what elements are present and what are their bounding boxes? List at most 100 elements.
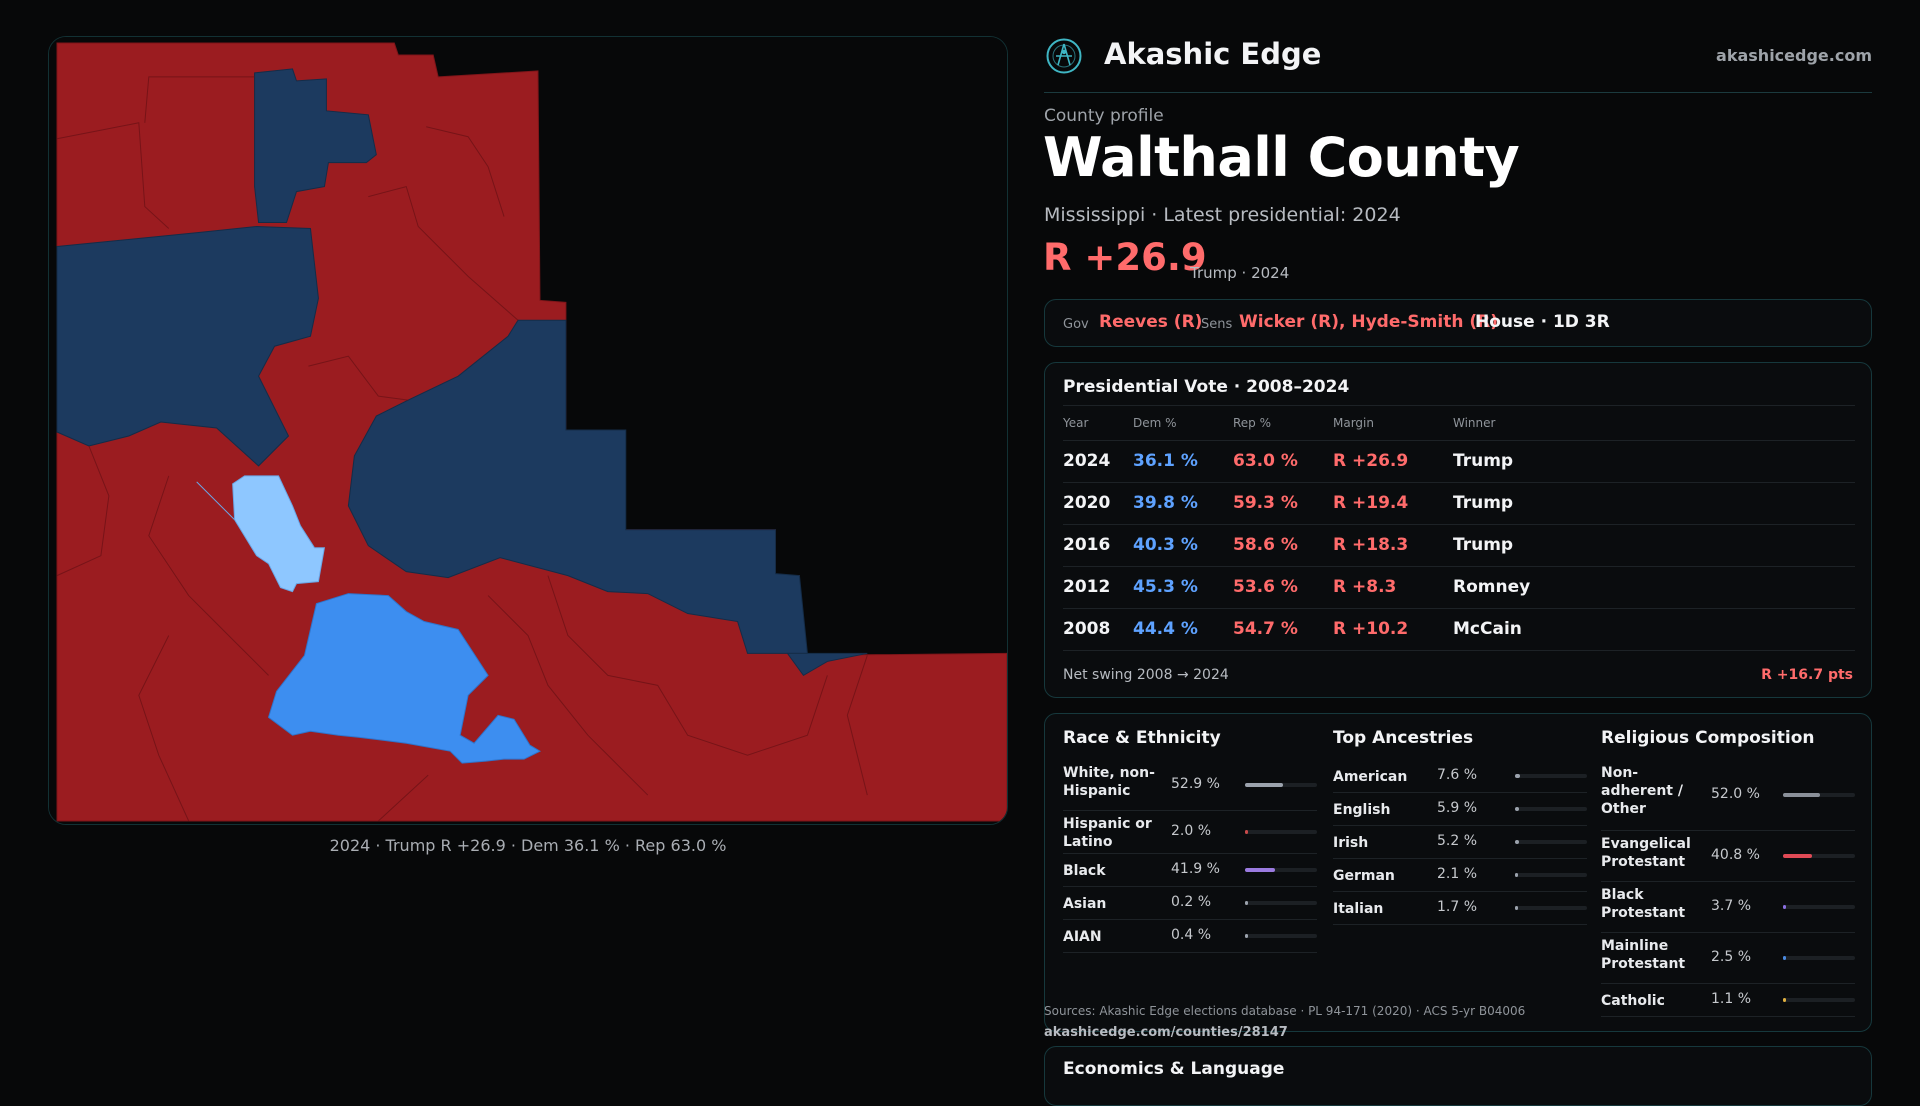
site-header: Akashic Edge akashicedge.com — [1044, 34, 1872, 93]
religion-item-bar — [1783, 854, 1855, 858]
map-caption: 2024 · Trump R +26.9 · Dem 36.1 % · Rep … — [329, 836, 727, 855]
table-row[interactable]: 2008 44.4 % 54.7 % R +10.2 McCain — [1063, 609, 1855, 651]
table-row[interactable]: 2012 45.3 % 53.6 % R +8.3 Romney — [1063, 567, 1855, 609]
ancestry-item-name: English — [1333, 802, 1391, 818]
sens-label: Sens — [1201, 317, 1233, 332]
brand-domain[interactable]: akashicedge.com — [1716, 46, 1872, 65]
brand-name[interactable]: Akashic Edge — [1104, 37, 1322, 71]
atom-compass-icon[interactable] — [1046, 38, 1082, 74]
race-title: Race & Ethnicity — [1063, 728, 1221, 748]
ancestry-item-bar-fill — [1515, 840, 1519, 844]
table-row[interactable]: 2024 36.1 % 63.0 % R +26.9 Trump — [1063, 441, 1855, 483]
religion-title: Religious Composition — [1601, 728, 1815, 748]
sources-text: Sources: Akashic Edge elections database… — [1044, 1004, 1526, 1018]
ancestry-item-pct: 1.7 % — [1437, 899, 1478, 915]
precinct-map-svg[interactable] — [49, 37, 1007, 824]
race-item-name: White, non-Hispanic — [1063, 765, 1155, 799]
ancestry-item-bar-fill — [1515, 906, 1518, 910]
ancestry-item: Irish 5.2 % — [1333, 826, 1587, 859]
row-winner: McCain — [1453, 619, 1522, 639]
religion-item-bar-fill — [1783, 956, 1786, 960]
ancestry-item-bar-fill — [1515, 873, 1518, 877]
row-year: 2020 — [1063, 493, 1111, 513]
religion-item-pct: 3.7 % — [1711, 898, 1752, 914]
ancestry-item-pct: 5.2 % — [1437, 833, 1478, 849]
ancestry-item-bar — [1515, 840, 1587, 844]
ancestry-item-bar — [1515, 774, 1587, 778]
race-item-bar — [1245, 830, 1317, 834]
presidential-card: Presidential Vote · 2008–2024 Year Dem %… — [1044, 362, 1872, 698]
table-row[interactable]: 2016 40.3 % 58.6 % R +18.3 Trump — [1063, 525, 1855, 567]
headline-margin: R +26.9 — [1043, 236, 1207, 279]
race-item-bar-fill — [1245, 901, 1248, 905]
row-dem: 39.8 % — [1133, 493, 1198, 513]
religion-item: Evangelical Protestant 40.8 % — [1601, 831, 1855, 882]
religion-item-name: Black Protestant — [1601, 887, 1686, 921]
ancestry-item-pct: 5.9 % — [1437, 800, 1478, 816]
ancestry-item-bar-fill — [1515, 807, 1520, 811]
page-eyebrow: County profile — [1044, 106, 1164, 126]
precinct-dem-lean-center[interactable] — [347, 319, 808, 654]
religion-item: Black Protestant 3.7 % — [1601, 882, 1855, 933]
race-item-bar — [1245, 934, 1317, 938]
ancestry-item-name: Italian — [1333, 901, 1384, 917]
religion-column: Religious Composition Non-adherent / Oth… — [1601, 728, 1855, 1017]
col-year: Year — [1063, 416, 1089, 430]
precinct-dem-mid[interactable] — [267, 593, 542, 764]
gov-value: Reeves (R) — [1099, 312, 1203, 332]
demographics-card: Race & Ethnicity White, non-Hispanic 52.9… — [1044, 713, 1872, 1032]
page-subtitle: Mississippi · Latest presidential: 2024 — [1044, 204, 1401, 226]
col-winner: Winner — [1453, 416, 1496, 430]
race-item-name: Black — [1063, 863, 1106, 879]
ancestry-title: Top Ancestries — [1333, 728, 1474, 748]
race-item-bar-fill — [1245, 868, 1276, 872]
religion-item-bar-fill — [1783, 905, 1786, 909]
row-dem: 44.4 % — [1133, 619, 1198, 639]
page-title: Walthall County — [1043, 126, 1520, 189]
presidential-table: Year Dem % Rep % Margin Winner 2024 36.1… — [1063, 405, 1855, 651]
religion-item-pct: 2.5 % — [1711, 949, 1752, 965]
precinct-boundaries — [56, 76, 868, 822]
race-item-name: Hispanic or Latino — [1063, 816, 1152, 850]
race-item-pct: 2.0 % — [1171, 823, 1212, 839]
precinct-dem-lean-east[interactable] — [786, 652, 868, 677]
row-margin: R +8.3 — [1333, 577, 1397, 597]
religion-item-name: Mainline Protestant — [1601, 938, 1686, 972]
row-year: 2016 — [1063, 535, 1111, 555]
religion-item-bar — [1783, 998, 1855, 1002]
race-item-bar-fill — [1245, 830, 1248, 834]
religion-item-pct: 1.1 % — [1711, 991, 1752, 1007]
ancestry-item-name: German — [1333, 868, 1395, 884]
race-item-name: Asian — [1063, 896, 1107, 912]
religion-item-bar — [1783, 956, 1855, 960]
race-item-name: AIAN — [1063, 929, 1102, 945]
row-margin: R +10.2 — [1333, 619, 1409, 639]
ancestry-item-name: Irish — [1333, 835, 1369, 851]
religion-item-bar — [1783, 793, 1855, 797]
row-rep: 58.6 % — [1233, 535, 1298, 555]
ancestry-item-bar — [1515, 906, 1587, 910]
row-margin: R +18.3 — [1333, 535, 1409, 555]
swing-value: R +16.7 pts — [1761, 667, 1853, 683]
row-dem: 36.1 % — [1133, 451, 1198, 471]
economics-card: Economics & Language — [1044, 1046, 1872, 1106]
row-winner: Trump — [1453, 493, 1514, 513]
precinct-dem-lean-north[interactable] — [254, 68, 377, 224]
row-dem: 40.3 % — [1133, 535, 1198, 555]
religion-item-name: Evangelical Protestant — [1601, 836, 1691, 870]
row-margin: R +19.4 — [1333, 493, 1409, 513]
religion-item-bar — [1783, 905, 1855, 909]
precinct-map[interactable] — [48, 36, 1008, 825]
race-item-pct: 41.9 % — [1171, 861, 1220, 877]
ancestry-item: English 5.9 % — [1333, 793, 1587, 826]
ancestry-item-name: American — [1333, 769, 1408, 785]
table-row[interactable]: 2020 39.8 % 59.3 % R +19.4 Trump — [1063, 483, 1855, 525]
row-winner: Romney — [1453, 577, 1531, 597]
religion-item-pct: 52.0 % — [1711, 786, 1760, 802]
precinct-dem-lean-west[interactable] — [56, 226, 319, 467]
row-rep: 53.6 % — [1233, 577, 1298, 597]
sources-link[interactable]: akashicedge.com/counties/28147 — [1044, 1025, 1288, 1040]
table-header: Year Dem % Rep % Margin Winner — [1063, 405, 1855, 441]
precinct-dem-light[interactable] — [196, 475, 326, 593]
ancestry-item: German 2.1 % — [1333, 859, 1587, 892]
